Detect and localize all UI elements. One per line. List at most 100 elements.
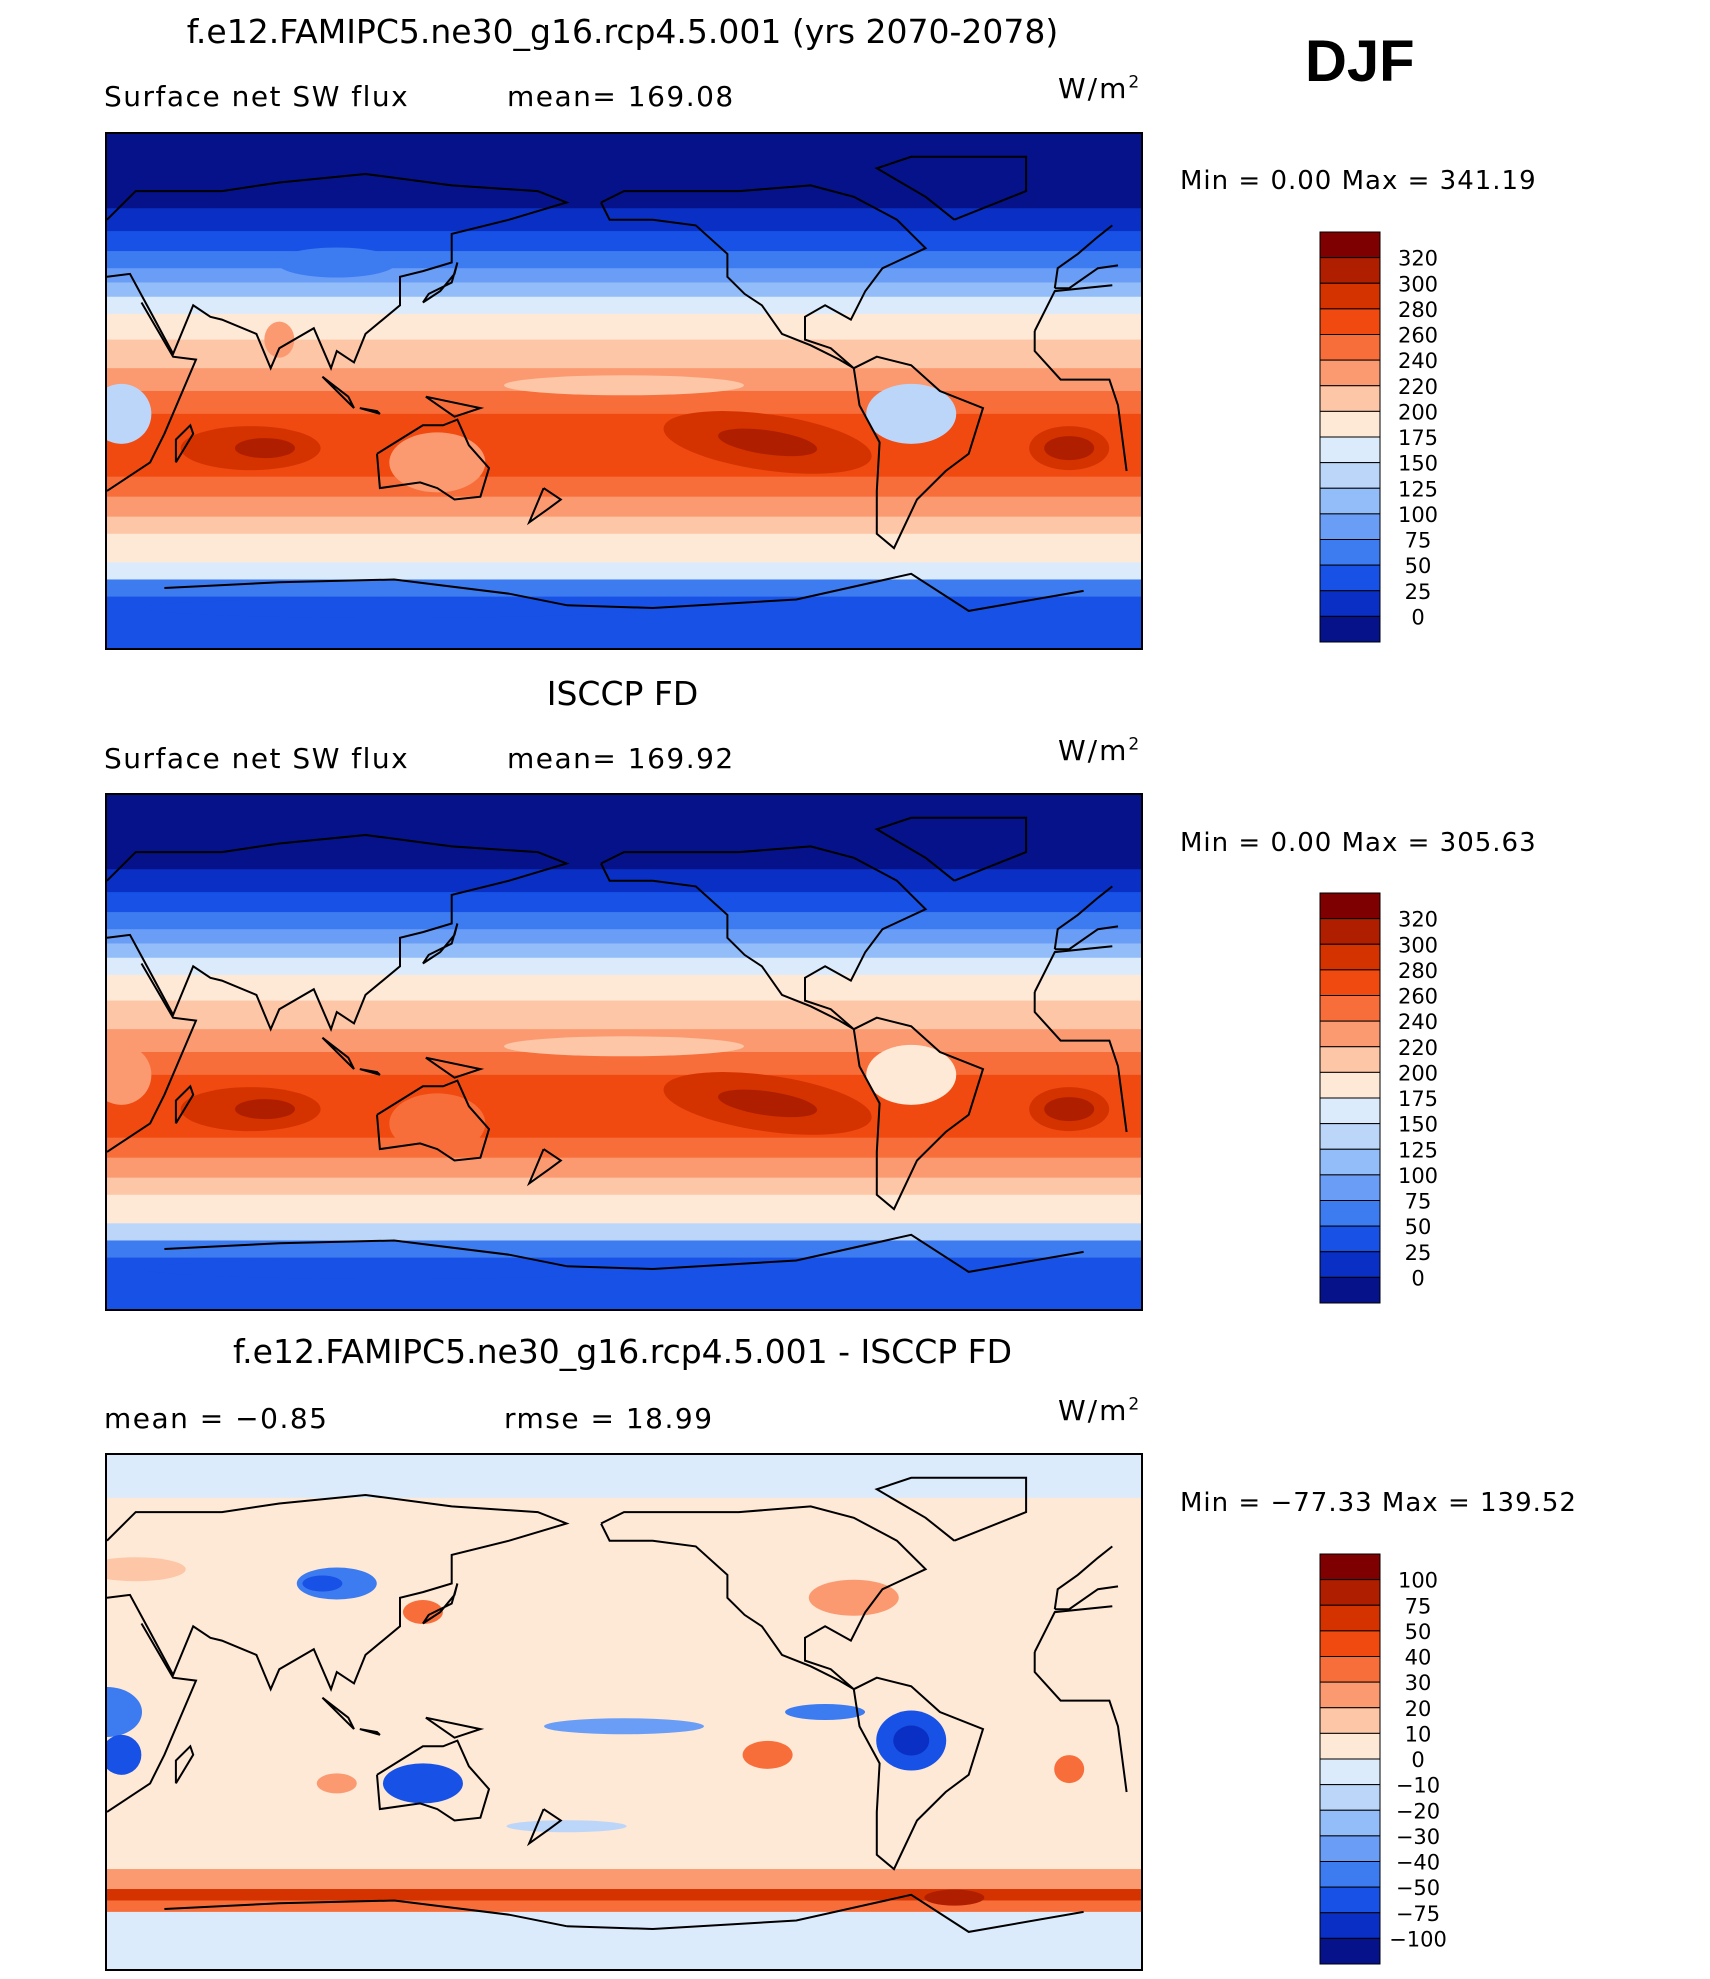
colorbar-swatch	[1319, 539, 1381, 566]
colorbar-swatch	[1319, 1809, 1381, 1837]
field-band	[107, 1137, 1141, 1159]
colorbar-tick-label: 220	[1398, 1036, 1438, 1060]
panel-1-title: f.e12.FAMIPC5.ne30_g16.rcp4.5.001 (yrs 2…	[186, 12, 1059, 51]
colorbar-swatch	[1319, 1225, 1381, 1253]
panel-1-colorbar: 320 300 280 260 240 220 200 175 150 125 100 75 50 25 0	[1319, 231, 1480, 647]
colorbar-swatch	[1319, 513, 1381, 540]
field-blob	[107, 1687, 142, 1737]
colorbar-tick-label: 100	[1398, 503, 1438, 527]
field-blob	[402, 1600, 443, 1625]
field-blob	[506, 1820, 627, 1833]
colorbar-swatch	[1319, 1097, 1381, 1125]
colorbar-swatch	[1319, 410, 1381, 438]
panel-2-map-svg	[107, 795, 1141, 1309]
panel-3-colorbar: 100 75 50 40 30 20 10 0 −10 −20 −30 −40 −50 −75 −100	[1319, 1553, 1480, 1969]
colorbar-tick-label: 30	[1405, 1671, 1432, 1695]
colorbar-tick-label: 125	[1398, 477, 1438, 501]
colorbar-tick-label: 300	[1398, 933, 1438, 957]
coastline	[526, 1808, 563, 1847]
colorbar-tick-label: −40	[1396, 1851, 1440, 1875]
colorbar-tick-label: 300	[1398, 272, 1438, 296]
panel-2-variable-label: Surface net SW flux	[104, 742, 410, 775]
panel-2-unit-label: W/m2	[1058, 734, 1142, 767]
coastline	[321, 375, 355, 409]
colorbar-swatch	[1319, 359, 1381, 387]
panel-1-mean-label: mean= 169.08	[507, 80, 735, 113]
field-band	[107, 1000, 1141, 1030]
colorbar-swatch	[1319, 487, 1381, 515]
coastline	[376, 418, 491, 501]
colorbar-tick-label: 0	[1411, 1748, 1424, 1772]
colorbar-swatch	[1319, 1835, 1381, 1862]
coastline	[1054, 264, 1119, 290]
field-band	[107, 313, 1141, 341]
coastline	[1033, 945, 1113, 993]
field-blob	[718, 1089, 818, 1118]
panel-2-colorbar: 320 300 280 260 240 220 200 175 150 125 100 75 50 25 0	[1319, 892, 1480, 1308]
colorbar-swatch	[1319, 1732, 1381, 1760]
panel-2-mean-label: mean= 169.92	[507, 742, 735, 775]
coastline	[425, 1716, 485, 1739]
coastline	[359, 1728, 381, 1736]
colorbar-tick-label: 0	[1411, 1266, 1424, 1290]
panel-1-map	[105, 132, 1143, 650]
colorbar-swatch	[1319, 1886, 1381, 1914]
field-blob	[893, 1725, 930, 1756]
season-label: DJF	[1305, 29, 1415, 94]
field-band	[107, 1177, 1141, 1196]
field-band	[107, 912, 1141, 930]
coastline	[566, 572, 1084, 612]
colorbar-tick-label: −10	[1396, 1774, 1440, 1798]
field-blob	[1054, 1755, 1085, 1784]
coastline	[164, 1239, 567, 1268]
panel-1-variable-label: Surface net SW flux	[104, 80, 410, 113]
field-band	[107, 1240, 1141, 1259]
field-band	[107, 1157, 1141, 1179]
coastline	[107, 962, 198, 1153]
colorbar-swatch	[1319, 1937, 1381, 1965]
colorbar-swatch	[1319, 1046, 1381, 1073]
colorbar-tick-label: 150	[1398, 1113, 1438, 1137]
coastline	[107, 301, 198, 492]
field-blob	[742, 1740, 793, 1769]
field-band	[107, 957, 1141, 976]
coastline	[852, 355, 985, 550]
field-band	[107, 892, 1141, 913]
coastline	[425, 1056, 485, 1079]
colorbar-tick-label: −75	[1396, 1902, 1440, 1926]
coastline	[164, 578, 567, 607]
colorbar-tick-label: 25	[1405, 1241, 1432, 1265]
coastline	[425, 395, 485, 418]
colorbar-swatch	[1319, 1656, 1381, 1683]
panel-3-rmse-label: rmse = 18.99	[504, 1402, 714, 1435]
colorbar-swatch	[1319, 1604, 1381, 1632]
field-blob	[144, 598, 645, 619]
coastline	[321, 1036, 355, 1070]
colorbar-swatch	[1319, 1251, 1381, 1278]
panel-2-title: ISCCP FD	[546, 674, 699, 713]
colorbar-tick-label: 320	[1398, 908, 1438, 932]
colorbar-tick-label: 40	[1405, 1646, 1432, 1670]
field-band	[107, 296, 1141, 315]
field-blob	[866, 1044, 957, 1105]
colorbar-swatch	[1319, 1784, 1381, 1811]
panel-3-map	[105, 1453, 1143, 1971]
field-band	[107, 562, 1141, 580]
colorbar-swatch	[1319, 615, 1381, 643]
coastline	[107, 172, 570, 371]
colorbar-swatch	[1319, 257, 1381, 284]
colorbar-swatch	[1319, 1200, 1381, 1227]
coastline	[164, 1899, 567, 1928]
colorbar-tick-label: 100	[1398, 1164, 1438, 1188]
colorbar-tick-label: 0	[1411, 605, 1424, 629]
field-band	[107, 516, 1141, 535]
colorbar-swatch	[1319, 1707, 1381, 1734]
colorbar-swatch	[1319, 308, 1381, 335]
coastline	[107, 1622, 198, 1813]
colorbar-swatch	[1319, 334, 1381, 361]
field-blob	[544, 1718, 704, 1735]
colorbar-swatch	[1319, 1020, 1381, 1048]
field-band	[107, 1223, 1141, 1241]
colorbar-tick-label: 240	[1398, 1010, 1438, 1034]
coastline	[174, 1744, 195, 1784]
